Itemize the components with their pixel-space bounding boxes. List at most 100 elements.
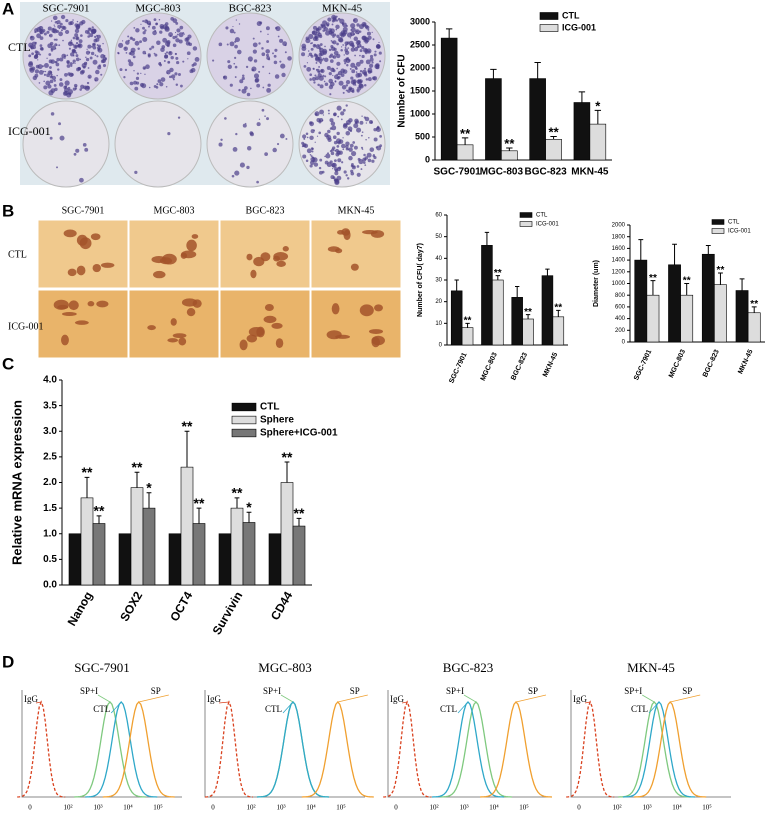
colony xyxy=(117,51,120,55)
significance: ** xyxy=(717,265,725,276)
plate xyxy=(114,100,202,188)
colony xyxy=(306,62,309,64)
y-tick-label: 1.5 xyxy=(43,503,57,514)
colony xyxy=(310,155,313,158)
y-axis-label: Number of CFU( day7) xyxy=(417,243,424,317)
sphere xyxy=(246,253,253,261)
bar xyxy=(634,259,648,343)
colony xyxy=(232,25,234,28)
row-label: CTL xyxy=(8,40,31,54)
photo xyxy=(219,289,311,359)
colony xyxy=(360,168,363,171)
legend-label: ICG-001 xyxy=(728,229,751,235)
colony xyxy=(128,61,134,67)
x-tick-label: 10² xyxy=(246,804,255,812)
error-bar xyxy=(739,278,745,291)
colony xyxy=(346,177,350,180)
colony xyxy=(274,74,280,79)
colony xyxy=(334,74,339,80)
colony xyxy=(227,60,231,64)
colony xyxy=(57,68,60,71)
colony xyxy=(50,88,56,94)
colony xyxy=(312,25,318,30)
colony xyxy=(322,57,325,60)
error-bar xyxy=(672,243,677,265)
colony xyxy=(162,37,168,43)
sphere xyxy=(63,229,77,238)
colony xyxy=(338,150,343,155)
colony xyxy=(340,46,343,48)
colony xyxy=(256,83,261,88)
colony xyxy=(72,62,75,64)
colony xyxy=(148,25,150,28)
photo xyxy=(128,219,220,289)
error-bar xyxy=(196,507,202,524)
significance: * xyxy=(595,98,601,113)
colony xyxy=(79,58,82,61)
x-tick-label: 10³ xyxy=(93,804,102,812)
sphere xyxy=(74,320,89,325)
colony xyxy=(340,30,346,35)
legend-label: Sphere xyxy=(260,415,294,426)
curve-arrow xyxy=(515,694,547,703)
colony xyxy=(264,152,268,156)
colony xyxy=(378,51,382,55)
colony xyxy=(246,165,250,170)
error-bar xyxy=(490,68,497,79)
legend-label: Sphere+ICG-001 xyxy=(260,428,338,439)
colony xyxy=(38,70,44,75)
y-tick-label: 3000 xyxy=(410,16,430,26)
colony xyxy=(336,73,339,76)
colony xyxy=(319,109,324,115)
curve-label: SP xyxy=(682,686,692,696)
legend-label: CTL xyxy=(260,402,279,413)
colony xyxy=(144,29,147,32)
colony xyxy=(67,86,71,90)
colony xyxy=(74,87,78,90)
y-tick-label: 3.0 xyxy=(43,426,57,437)
colony xyxy=(353,33,356,36)
x-tick-label: 0 xyxy=(211,804,215,812)
colony xyxy=(134,170,138,175)
colony xyxy=(337,75,341,79)
legend-swatch xyxy=(711,219,725,225)
colony xyxy=(125,40,130,45)
colony xyxy=(72,43,75,46)
colony xyxy=(324,155,326,158)
colony xyxy=(338,80,344,86)
colony xyxy=(76,23,81,28)
colony xyxy=(279,60,282,63)
bar xyxy=(714,284,727,343)
colony xyxy=(349,67,352,70)
sphere xyxy=(53,299,69,310)
colony xyxy=(76,20,79,23)
colony xyxy=(275,26,281,32)
colony xyxy=(330,67,335,73)
colony xyxy=(335,152,340,157)
column-label: SGC-7901 xyxy=(42,3,89,15)
colony xyxy=(250,60,252,62)
bar xyxy=(142,507,156,586)
colony xyxy=(345,130,351,136)
sphere xyxy=(368,329,384,334)
x-tick-label: SGC-7901 xyxy=(448,352,468,385)
colony xyxy=(55,29,60,34)
colony xyxy=(130,50,132,53)
error-bar xyxy=(550,136,557,140)
colony xyxy=(377,64,380,67)
colony xyxy=(308,52,313,57)
curve-arrow xyxy=(138,694,169,703)
colony xyxy=(332,167,334,170)
bar xyxy=(168,533,182,586)
sphere xyxy=(331,303,340,315)
sphere xyxy=(282,246,289,252)
curve-label: SP xyxy=(350,686,360,696)
colony xyxy=(360,134,363,137)
colony xyxy=(70,39,73,42)
colony xyxy=(335,148,339,153)
curve-label: CTL xyxy=(440,704,457,714)
colony xyxy=(323,57,329,63)
colony xyxy=(172,78,175,81)
colony xyxy=(174,31,177,34)
colony xyxy=(56,20,61,25)
